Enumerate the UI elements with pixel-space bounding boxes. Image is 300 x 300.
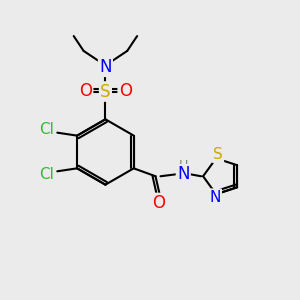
Text: Cl: Cl [39,122,54,137]
Text: Cl: Cl [39,167,54,182]
Text: H: H [178,159,188,172]
Text: O: O [79,82,92,100]
Text: O: O [119,82,132,100]
Text: S: S [213,147,223,162]
Text: O: O [152,194,165,212]
Text: N: N [177,165,190,183]
Text: S: S [100,82,111,100]
Text: N: N [209,190,221,205]
Text: N: N [99,58,112,76]
